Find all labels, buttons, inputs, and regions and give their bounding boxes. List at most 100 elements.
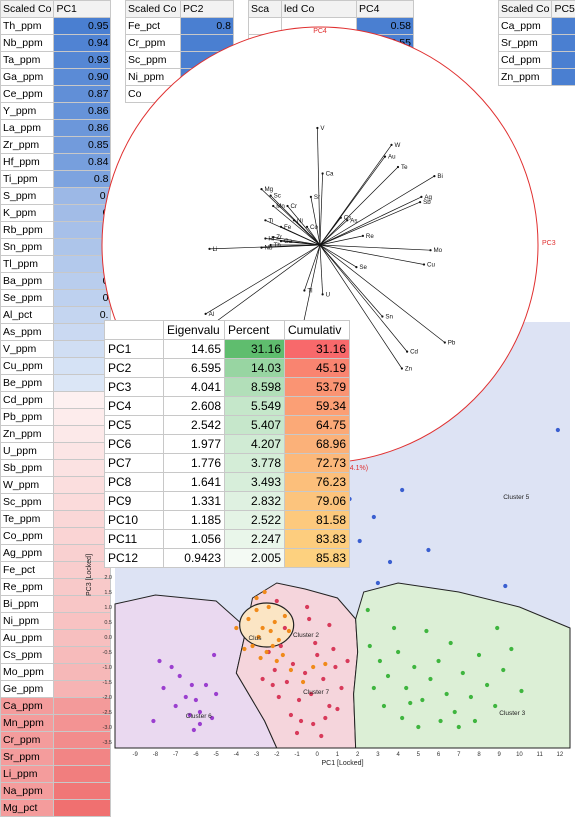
eigenvalue-cell: 1.641 [164,473,225,492]
data-point-cluster-5 [372,515,376,519]
component-cell: PC6 [105,435,164,454]
component-cell: PC10 [105,511,164,530]
cumulative-cell: 59.34 [285,397,350,416]
data-point-cluster-3 [378,659,382,663]
component-cell: PC1 [105,340,164,359]
loading-vector [320,157,385,245]
variable-name-cell: Sc_ppm [126,52,181,69]
table-header-cell: Scaled Co [1,1,54,18]
loading-vector [288,206,321,245]
data-point-cluster-2 [269,629,273,633]
loading-vector-tip [346,219,348,221]
data-point-cluster-7 [327,623,331,627]
x-tick-label: 3 [376,752,380,758]
loading-vector-label: Zr [276,234,282,241]
eigen-header-cell: Percent [225,321,285,340]
loading-vector-tip [429,249,431,251]
table-header-cell: Sca [249,1,282,18]
percent-cell: 3.778 [225,454,285,473]
data-point-cluster-6 [161,686,165,690]
loading-value-cell: 0.55 [357,35,414,52]
data-point-cluster-2 [283,614,287,618]
data-point-cluster-7 [283,626,287,630]
data-point-cluster-2 [275,659,279,663]
loading-value-cell: 0.90 [54,69,111,86]
data-point-cluster-3 [382,704,386,708]
loading-vector-tip [419,201,421,203]
variable-name-cell: Tl_ppm [1,256,54,273]
loading-value-cell: 0.87 [54,86,111,103]
variable-name-cell: Sc_ppm [1,494,54,511]
variable-name-cell: Ca_ppm [499,18,552,35]
loading-vector [262,245,321,248]
variable-name-cell: Ca_ppm [1,698,54,715]
data-point-cluster-7 [327,704,331,708]
loading-vector-label: Ni [297,217,303,224]
loading-vector-label: Li [213,246,218,253]
variable-name-cell [249,35,282,52]
table-row: Sc_ppm [126,52,234,69]
data-point-cluster-7 [285,680,289,684]
data-point-cluster-2 [242,647,246,651]
variable-name-cell: Sb_ppm [1,460,54,477]
percent-cell: 14.03 [225,359,285,378]
loading-vector-label: U [326,291,330,298]
variable-name-cell: As_ppm [1,324,54,341]
eigenvalue-cell: 1.977 [164,435,225,454]
data-point-cluster-6 [192,728,196,732]
y-tick-label: 0.5 [104,620,112,626]
variable-name-cell: Ba_ppm [1,273,54,290]
variable-name-cell: Cs_ppm [1,647,54,664]
table-row: Co [126,86,234,103]
percent-cell: 31.16 [225,340,285,359]
loading-vector-label: Hf [268,236,274,243]
variable-name-cell: Ta_ppm [1,52,54,69]
loading-vector [307,227,320,245]
y-tick-label: -3.0 [103,725,112,731]
loading-vector-tip [264,219,266,221]
loading-value-cell [282,35,357,52]
x-tick-label: -9 [133,752,139,758]
variable-name-cell: Nb_ppm [1,35,54,52]
variable-name-cell: Bi_ppm [1,596,54,613]
data-point-cluster-3 [461,671,465,675]
loading-value-cell: 0.94 [54,35,111,52]
cumulative-cell: 53.79 [285,378,350,397]
loading-vector [320,245,431,250]
loading-vector-label: As [350,217,357,224]
loading-vector-label: Bi [437,173,443,180]
data-point-cluster-2 [254,596,258,600]
data-point-cluster-3 [501,668,505,672]
variable-name-cell [249,18,282,35]
x-tick-label: -7 [173,752,179,758]
variable-name-cell: Zn_ppm [499,69,552,86]
loading-vector [206,245,320,314]
percent-cell: 8.598 [225,378,285,397]
cluster-label: Cluster 3 [499,710,525,717]
loading-value-cell: 0 [54,222,111,239]
loading-vector [273,206,320,245]
eigenvalue-cell: 6.595 [164,359,225,378]
y-tick-label: -3.5 [103,740,112,746]
data-point-cluster-2 [234,626,238,630]
percent-cell: 3.493 [225,473,285,492]
x-tick-label: 8 [477,752,481,758]
y-tick-label: 2.0 [104,575,112,581]
loading-vector [320,218,341,245]
loading-vector [317,128,320,245]
loading-vector-tip [433,175,435,177]
loading-vector-label: Th [274,242,282,249]
loading-vector [320,202,420,245]
loading-value-cell [181,35,234,52]
data-point-cluster-6 [174,704,178,708]
data-point-cluster-3 [495,626,499,630]
loading-value-cell: 0. [54,188,111,205]
